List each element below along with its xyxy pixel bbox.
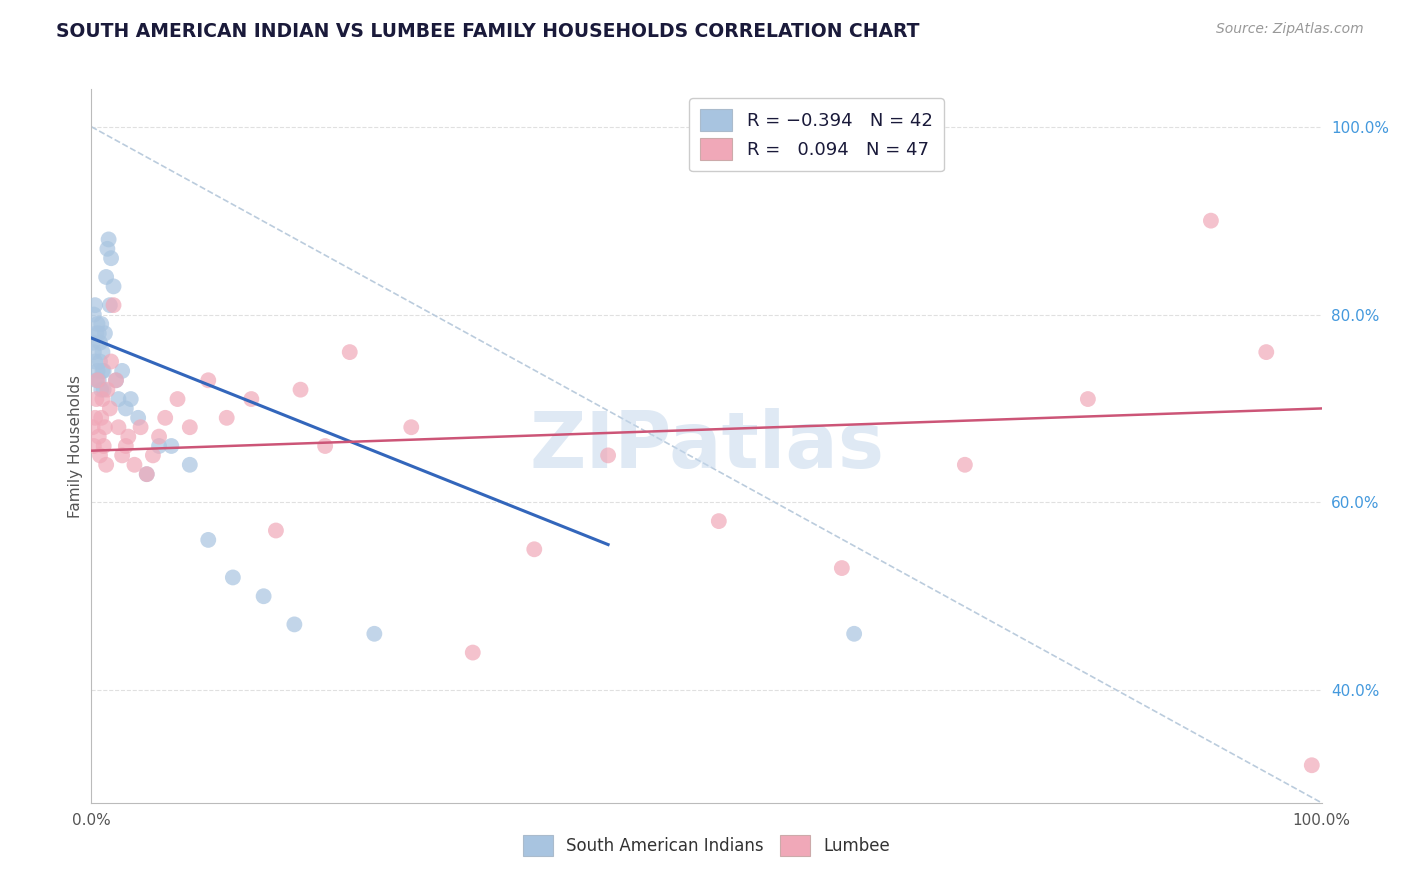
- Point: [86, 364, 108, 378]
- Point: [1199, 213, 1222, 227]
- Point: [1301, 758, 1323, 772]
- Point: [96, 270, 117, 285]
- Point: [1077, 392, 1099, 406]
- Point: [135, 467, 157, 482]
- Point: [96, 242, 118, 256]
- Point: [363, 627, 385, 641]
- Point: [111, 449, 134, 463]
- Point: [124, 458, 146, 472]
- Point: [264, 524, 287, 538]
- Point: [129, 420, 152, 434]
- Point: [461, 646, 484, 660]
- Legend: South American Indians, Lumbee: South American Indians, Lumbee: [516, 829, 897, 863]
- Point: [86, 392, 108, 406]
- Point: [707, 514, 730, 528]
- Point: [842, 627, 865, 641]
- Point: [87, 373, 110, 387]
- Point: [91, 364, 114, 378]
- Point: [160, 439, 183, 453]
- Point: [98, 298, 121, 312]
- Point: [86, 373, 108, 387]
- Point: [107, 420, 129, 434]
- Point: [86, 373, 108, 387]
- Point: [127, 410, 149, 425]
- Point: [89, 335, 111, 350]
- Point: [111, 364, 134, 378]
- Point: [103, 279, 125, 293]
- Point: [97, 232, 120, 246]
- Point: [86, 326, 108, 341]
- Point: [84, 298, 107, 312]
- Point: [148, 429, 170, 443]
- Point: [283, 617, 305, 632]
- Point: [94, 326, 117, 341]
- Point: [103, 298, 125, 312]
- Point: [107, 392, 129, 406]
- Text: ZIPatlas: ZIPatlas: [529, 408, 884, 484]
- Point: [82, 335, 104, 350]
- Point: [83, 308, 105, 322]
- Point: [93, 439, 115, 453]
- Point: [339, 345, 361, 359]
- Point: [240, 392, 263, 406]
- Point: [93, 364, 115, 378]
- Point: [84, 410, 107, 425]
- Point: [290, 383, 312, 397]
- Point: [98, 401, 121, 416]
- Point: [314, 439, 336, 453]
- Point: [90, 317, 112, 331]
- Point: [91, 392, 114, 406]
- Point: [114, 401, 138, 416]
- Y-axis label: Family Households: Family Households: [67, 375, 83, 517]
- Point: [596, 449, 619, 463]
- Point: [135, 467, 157, 482]
- Point: [953, 458, 976, 472]
- Point: [179, 458, 201, 472]
- Point: [197, 533, 219, 547]
- Point: [148, 439, 170, 453]
- Point: [100, 251, 122, 265]
- Point: [84, 354, 107, 368]
- Point: [153, 410, 177, 425]
- Point: [96, 383, 118, 397]
- Point: [831, 561, 853, 575]
- Point: [215, 410, 238, 425]
- Point: [100, 354, 122, 368]
- Point: [87, 326, 110, 341]
- Point: [83, 439, 105, 453]
- Point: [105, 373, 127, 387]
- Text: SOUTH AMERICAN INDIAN VS LUMBEE FAMILY HOUSEHOLDS CORRELATION CHART: SOUTH AMERICAN INDIAN VS LUMBEE FAMILY H…: [56, 22, 920, 41]
- Point: [142, 449, 165, 463]
- Point: [523, 542, 546, 557]
- Point: [96, 458, 117, 472]
- Point: [86, 317, 108, 331]
- Point: [90, 383, 112, 397]
- Point: [105, 373, 127, 387]
- Point: [93, 383, 115, 397]
- Point: [83, 345, 105, 359]
- Point: [114, 439, 138, 453]
- Point: [120, 392, 142, 406]
- Point: [399, 420, 422, 434]
- Point: [82, 420, 104, 434]
- Point: [1256, 345, 1278, 359]
- Point: [197, 373, 219, 387]
- Point: [90, 410, 112, 425]
- Text: Source: ZipAtlas.com: Source: ZipAtlas.com: [1216, 22, 1364, 37]
- Point: [222, 570, 245, 584]
- Point: [179, 420, 201, 434]
- Point: [89, 354, 111, 368]
- Point: [94, 420, 117, 434]
- Point: [91, 345, 114, 359]
- Point: [166, 392, 188, 406]
- Point: [253, 589, 276, 603]
- Point: [89, 449, 111, 463]
- Point: [87, 429, 110, 443]
- Point: [117, 429, 139, 443]
